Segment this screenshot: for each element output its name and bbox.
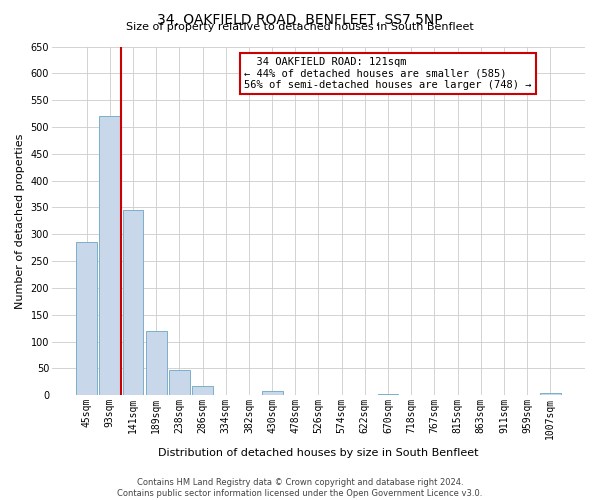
- Text: Size of property relative to detached houses in South Benfleet: Size of property relative to detached ho…: [126, 22, 474, 32]
- Bar: [146, 331, 167, 396]
- Bar: [192, 386, 213, 396]
- Bar: [169, 370, 190, 396]
- Bar: [76, 242, 97, 396]
- Bar: [122, 210, 143, 396]
- Bar: [100, 116, 120, 396]
- Bar: [377, 394, 398, 396]
- X-axis label: Distribution of detached houses by size in South Benfleet: Distribution of detached houses by size …: [158, 448, 479, 458]
- Text: Contains HM Land Registry data © Crown copyright and database right 2024.
Contai: Contains HM Land Registry data © Crown c…: [118, 478, 482, 498]
- Text: 34 OAKFIELD ROAD: 121sqm  
← 44% of detached houses are smaller (585)
56% of sem: 34 OAKFIELD ROAD: 121sqm ← 44% of detach…: [244, 57, 532, 90]
- Bar: [262, 391, 283, 396]
- Bar: [540, 393, 561, 396]
- Y-axis label: Number of detached properties: Number of detached properties: [15, 133, 25, 308]
- Text: 34, OAKFIELD ROAD, BENFLEET, SS7 5NP: 34, OAKFIELD ROAD, BENFLEET, SS7 5NP: [157, 12, 443, 26]
